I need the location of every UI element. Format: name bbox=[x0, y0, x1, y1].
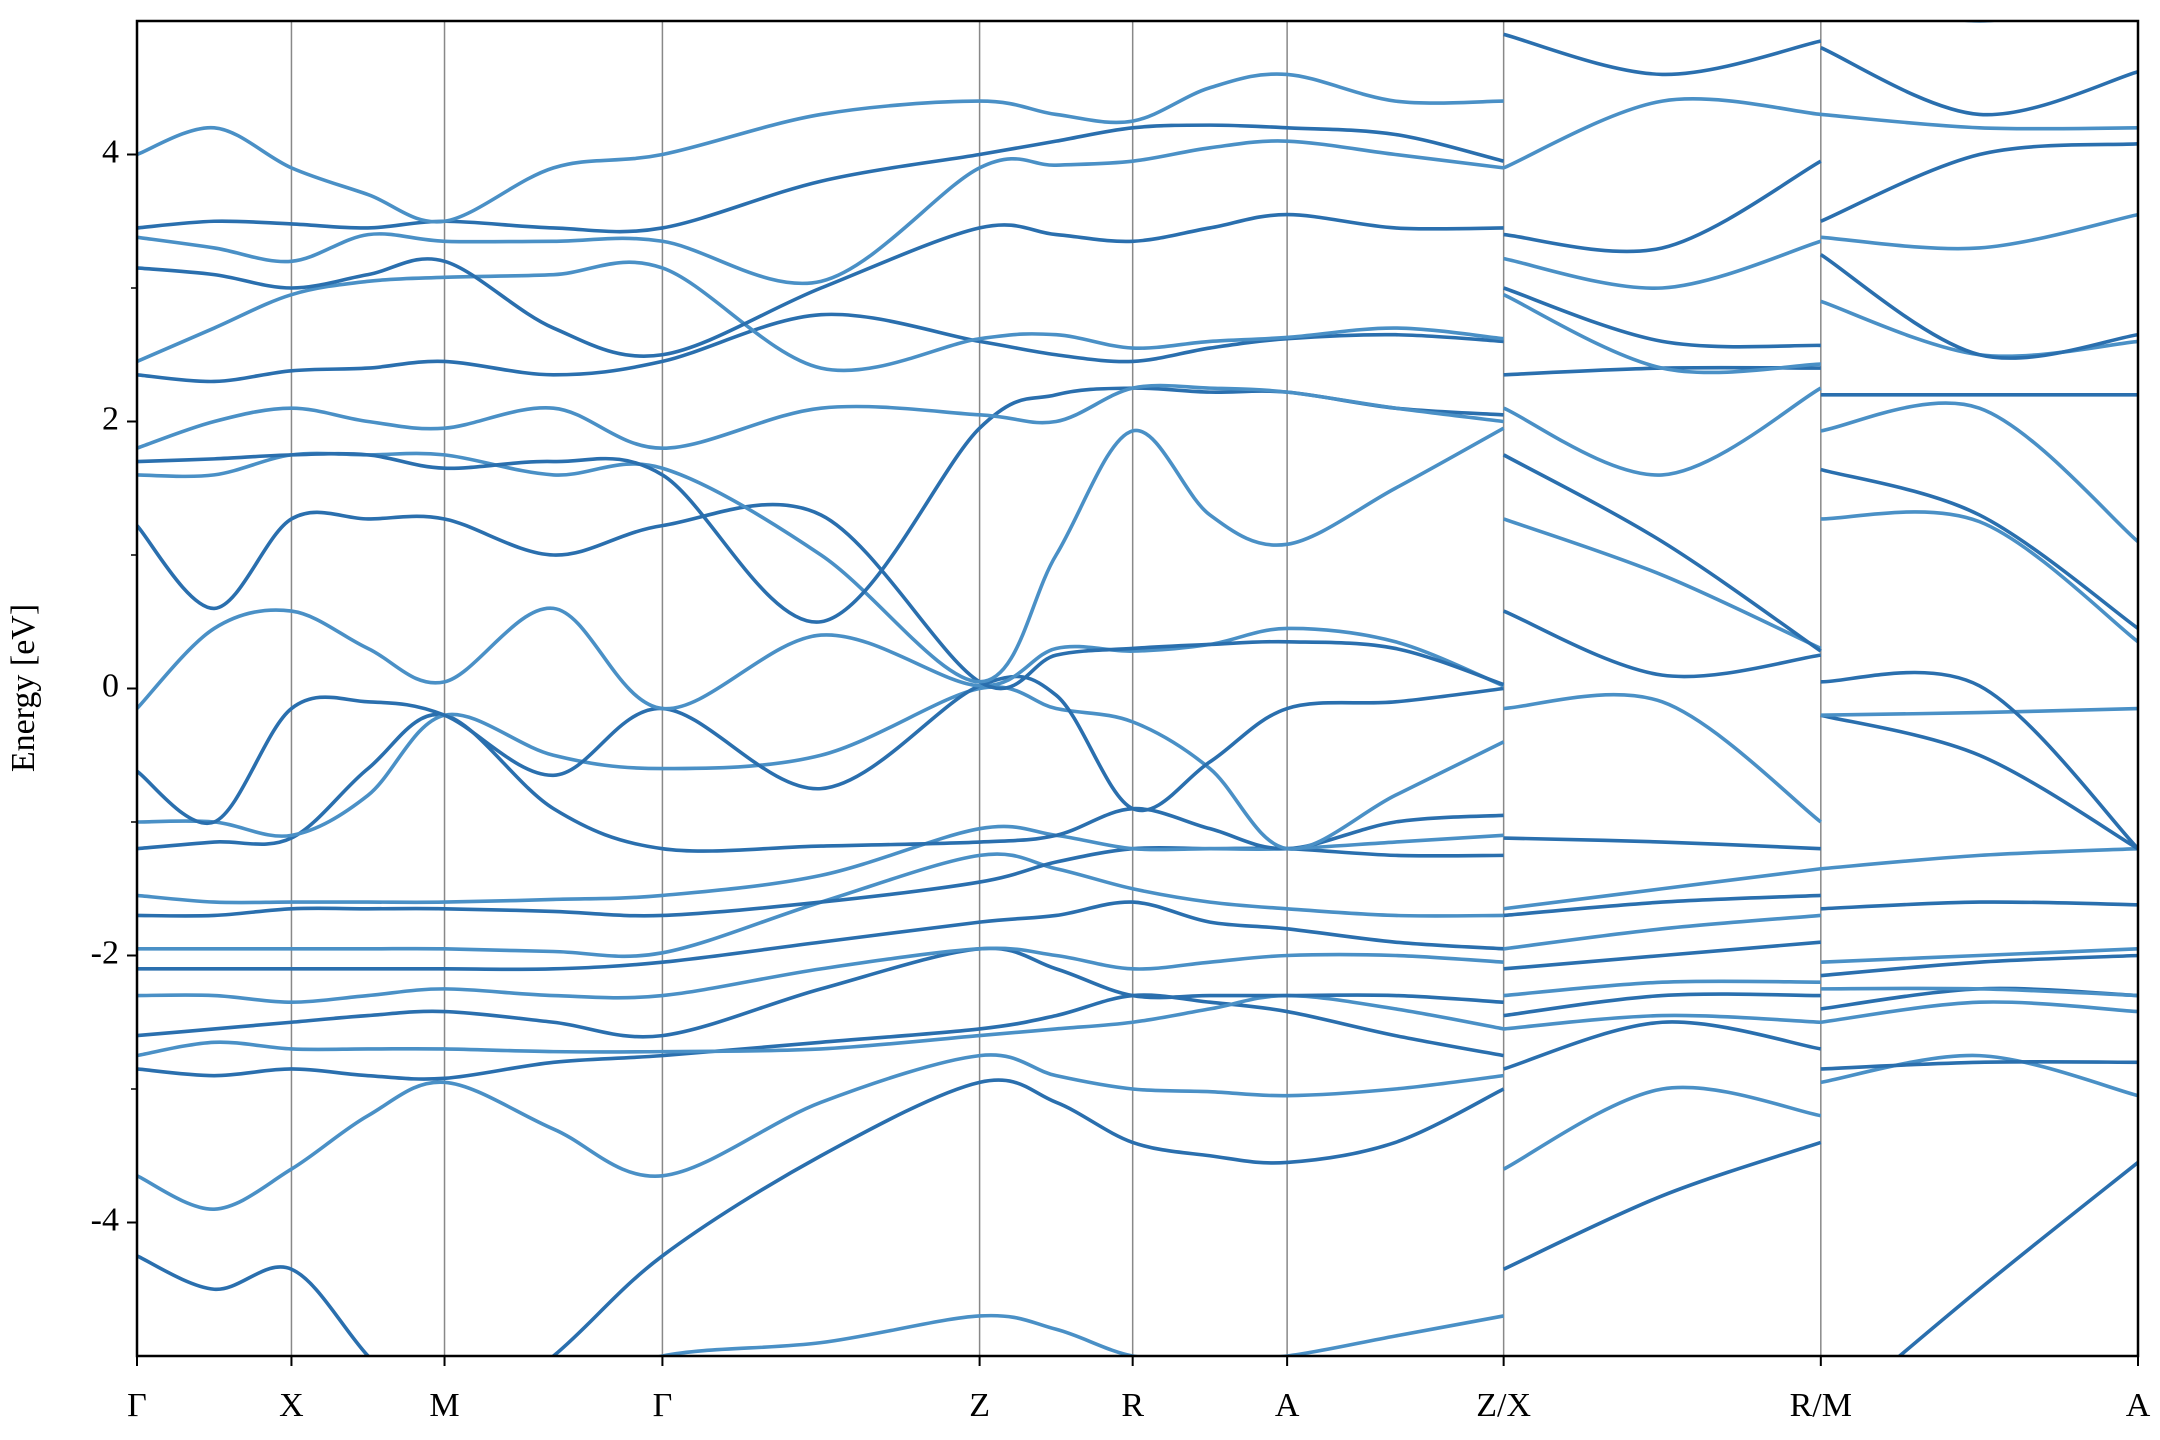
band-line bbox=[137, 1078, 2138, 1356]
band-line bbox=[137, 510, 2138, 711]
x-tick-label: A bbox=[1275, 1387, 1300, 1424]
band-line bbox=[137, 142, 2138, 358]
bands bbox=[137, 21, 2138, 1356]
x-tick-label: Γ bbox=[127, 1387, 147, 1424]
band-line bbox=[137, 946, 2138, 1005]
y-tick-label: -4 bbox=[91, 1201, 119, 1238]
x-tick-label: R/M bbox=[1790, 1387, 1852, 1424]
x-tick-label: R bbox=[1121, 1387, 1144, 1424]
band-line bbox=[137, 386, 2138, 684]
band-line bbox=[137, 97, 2138, 286]
y-tick-label: 0 bbox=[102, 667, 119, 704]
band-line bbox=[137, 365, 2138, 624]
y-axis-label: Energy [eV] bbox=[5, 604, 42, 772]
x-tick-label: A bbox=[2126, 1387, 2151, 1424]
band-line bbox=[137, 845, 2138, 918]
band-line bbox=[137, 993, 2138, 1081]
y-tick-label: 4 bbox=[102, 133, 119, 170]
y-tick-label: -2 bbox=[91, 934, 119, 971]
band-line bbox=[137, 32, 2138, 234]
x-tick-label: Z/X bbox=[1476, 1387, 1531, 1424]
x-tick-label: X bbox=[279, 1387, 304, 1424]
y-tick-label: 2 bbox=[102, 400, 119, 437]
axes: Γ X M Γ Z R A Z/X R/M A -4 -2 0 2 4 bbox=[91, 133, 2151, 1424]
band-line bbox=[137, 212, 2138, 373]
x-tick-label: Z bbox=[969, 1387, 990, 1424]
band-line bbox=[137, 453, 2138, 691]
band-line bbox=[137, 1053, 2138, 1211]
band-line bbox=[653, 1313, 1504, 1356]
band-line bbox=[137, 609, 2138, 850]
band-line bbox=[137, 900, 2138, 978]
x-tick-label: M bbox=[429, 1387, 459, 1424]
band-line bbox=[137, 253, 2138, 384]
band-line bbox=[137, 993, 2138, 1058]
band-line bbox=[137, 21, 2003, 224]
band-line bbox=[137, 824, 2138, 911]
band-line bbox=[137, 712, 2138, 853]
x-tick-label: Γ bbox=[653, 1387, 673, 1424]
band-line bbox=[137, 685, 2138, 851]
